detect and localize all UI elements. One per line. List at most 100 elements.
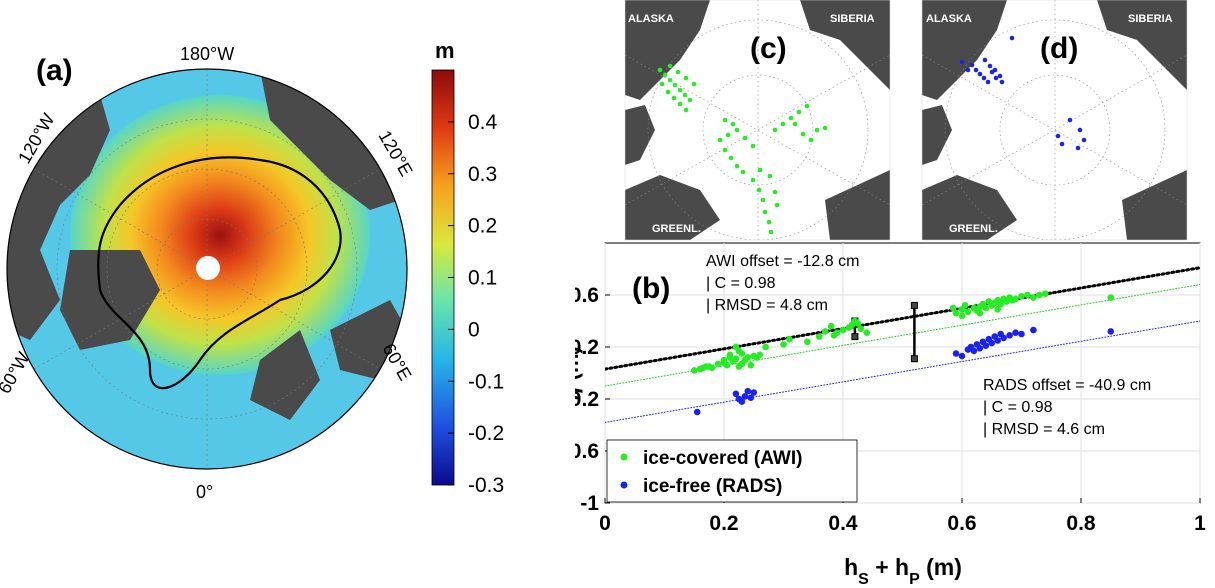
map-c-label-alaska: ALASKA: [628, 13, 674, 25]
map-track-point: [757, 167, 763, 173]
map-track-point: [1081, 137, 1087, 143]
land-europe-c: [825, 170, 890, 240]
point-ice-free: [958, 352, 966, 360]
panel-label-a: (a): [36, 54, 73, 87]
land-greenland: [60, 250, 160, 350]
point-ice-covered: [732, 355, 740, 362]
annotation-rads-c: | C = 0.98: [983, 399, 1053, 416]
map-track-point: [742, 135, 748, 141]
map-track-point: [730, 121, 736, 127]
point-ice-covered: [949, 304, 957, 312]
point-ice-free: [952, 350, 960, 357]
map-track-point: [965, 67, 971, 73]
land-alaska-d: [922, 0, 1007, 100]
point-ice-free: [988, 339, 996, 347]
map-track-point: [722, 147, 728, 153]
point-ice-free: [970, 347, 978, 355]
point-ice-covered: [804, 338, 811, 346]
offset-cap-bottom: [851, 333, 859, 341]
point-ice-covered: [958, 312, 966, 320]
point-ice-free: [741, 393, 749, 400]
map-track-point: [1055, 133, 1061, 139]
colorbar-tick-label: 0: [468, 318, 480, 341]
point-ice-covered: [708, 364, 716, 372]
map-track-point: [973, 67, 979, 73]
point-ice-covered: [723, 361, 731, 369]
legend: ice-covered (AWI) ice-free (RADS): [606, 439, 858, 503]
point-ice-free: [738, 398, 746, 405]
x-tick-labels: 0 0.2 0.4 0.6 0.8 1: [599, 498, 1206, 535]
annotation-awi-c: | C = 0.98: [706, 275, 776, 292]
y-axis-label: η (m): [575, 346, 583, 400]
map-track-point: [750, 177, 756, 183]
map-track-point: [772, 189, 778, 195]
map-track-point: [734, 127, 740, 133]
legend-label-awi: ice-covered (AWI): [643, 448, 802, 469]
colorbar-tick-label: 0.3: [468, 163, 497, 186]
point-ice-covered: [863, 329, 871, 336]
x-tick-label: 0.2: [709, 512, 738, 535]
map-track-point: [722, 117, 728, 123]
x-tick-label: 1: [1194, 512, 1206, 535]
map-track-point: [814, 127, 820, 133]
colorbar-tick-label: 0.4: [468, 111, 498, 134]
point-ice-covered: [839, 326, 847, 334]
point-ice-covered: [1024, 291, 1031, 299]
point-ice-covered: [720, 356, 728, 364]
land-siberia: [260, 70, 400, 210]
map-d-label-greenland: GREENL.: [949, 223, 998, 235]
scatter-points: [690, 290, 1115, 416]
point-ice-free: [732, 390, 740, 398]
point-ice-covered: [857, 325, 865, 333]
map-track-point: [740, 169, 746, 175]
panel-label-c: (c): [750, 32, 787, 65]
panel-b-scatter: 0 0.2 0.4 0.6 0.8 1 -1 -0.6 -0.2 0.2 0.6 (b) AWI …: [575, 242, 1206, 588]
point-ice-covered: [815, 333, 823, 340]
map-track-point: [1075, 145, 1081, 151]
y-tick-labels: -1 -0.6 -0.2 0.2 0.6: [575, 284, 610, 515]
point-ice-free: [1107, 328, 1115, 335]
point-ice-covered: [1018, 293, 1025, 300]
map-track-point: [959, 59, 965, 65]
point-ice-covered: [714, 360, 722, 368]
map-disc: [7, 69, 407, 469]
x-tick-label: 0.8: [1066, 512, 1096, 535]
point-ice-free: [750, 389, 758, 396]
point-ice-covered: [1012, 295, 1019, 303]
map-track-point: [788, 115, 794, 121]
annotation-awi-rmsd: | RMSD = 4.8 cm: [706, 297, 828, 314]
map-track-point: [667, 63, 673, 69]
annotation-rads-rmsd: | RMSD = 4.6 cm: [983, 421, 1105, 438]
map-track-point: [683, 107, 689, 113]
point-ice-covered: [786, 335, 793, 343]
map-track-point: [987, 63, 993, 69]
point-ice-covered: [854, 320, 862, 327]
point-ice-covered: [780, 341, 787, 348]
colorbar-tick-label: -0.1: [468, 370, 504, 393]
map-track-point: [667, 77, 673, 83]
point-ice-covered: [756, 351, 763, 359]
colorbar: m 0.4 0.3 0.2 0.1 0 -0.1 -0.2 -0.3: [431, 38, 504, 497]
colorbar-unit: m: [435, 38, 455, 63]
point-ice-free: [994, 337, 1001, 344]
point-ice-covered: [1107, 294, 1115, 301]
map-track-point: [756, 187, 762, 193]
map-track-point: [1059, 141, 1065, 147]
y-tick-label: 0.6: [575, 284, 599, 307]
map-track-point: [683, 75, 689, 81]
colorbar-tick-label: -0.2: [468, 422, 504, 445]
map-c-label-siberia: SIBERIA: [830, 13, 875, 25]
fit-line-dotted-black-thick: [605, 266, 1200, 371]
point-ice-covered: [964, 308, 972, 316]
point-ice-covered: [690, 367, 698, 374]
map-c-label-greenland: GREENL.: [652, 223, 701, 235]
map-track-point: [728, 155, 734, 161]
map-track-point: [766, 219, 772, 225]
map-track-point: [672, 82, 678, 88]
map-track-point: [792, 121, 798, 127]
point-ice-covered: [747, 361, 755, 369]
annotation-awi-offset: AWI offset = -12.8 cm: [706, 253, 859, 270]
point-ice-free: [1006, 332, 1013, 339]
land-scandinavia: [250, 330, 320, 420]
